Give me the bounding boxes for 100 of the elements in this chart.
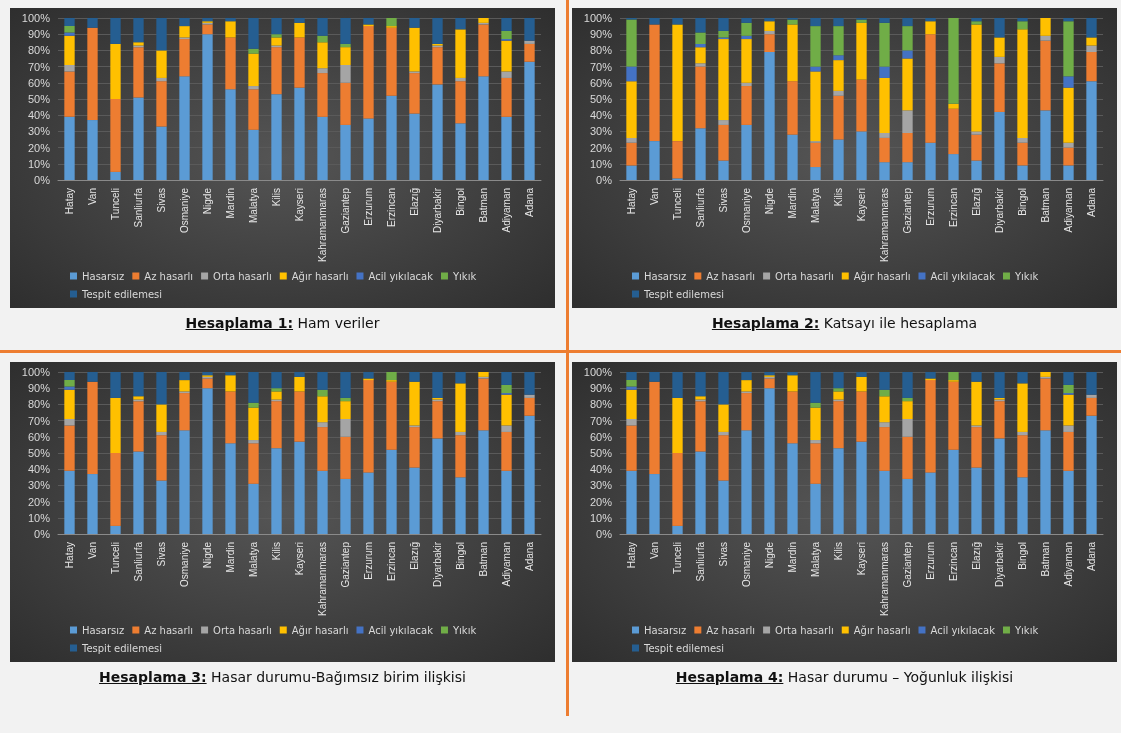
x-tick-label: Kahramanmaras [317,542,328,616]
x-tick-label: Erzurum [925,542,936,580]
y-tick-label: 100% [21,12,51,24]
x-tick-label: Gaziantep [340,541,351,588]
x-tick-label: Van [87,542,98,560]
y-tick-label: 20% [589,495,613,508]
legend-label: Yıkık [1013,624,1039,636]
x-tick-label: Sivas [156,188,167,213]
legend-label: Tespit edilemesi [81,288,163,300]
x-tick-label: Mardin [225,542,236,573]
x-tick-label: Bingol [455,188,466,216]
x-tick-label: Osmaniye [741,187,752,234]
y-tick-label: 70% [589,60,613,73]
y-tick-label: 10% [27,511,51,524]
y-tick-label: 90% [27,28,51,41]
x-tick-label: Elazığ [409,542,420,570]
x-tick-label: Osmaniye [741,541,752,588]
x-tick-label: Adiyaman [501,188,512,233]
x-tick-label: Adana [524,187,535,217]
x-tick-label: Malatya [248,187,259,224]
y-tick-label: 90% [589,28,613,41]
legend-label: Yıkık [1013,270,1039,282]
legend-label: Acil yıkılacak [930,270,996,282]
legend-label: Ağır hasarlı [291,624,349,636]
x-tick-label: Mardin [225,188,236,219]
x-tick-label: Kayseri [294,542,305,576]
legend-label: Az hasarlı [144,270,194,282]
x-tick-label: Van [649,542,660,560]
x-tick-label: Gaziantep [340,187,351,234]
x-tick-label: Sivas [718,542,729,567]
x-tick-label: Tunceli [672,542,683,574]
x-tick-label: Sivas [156,542,167,567]
x-tick-label: Kilis [271,542,282,561]
legend-label: Hasarsız [644,624,687,636]
text: Hesaplama 1: Ham veriler [184,314,381,333]
legend-label: Az hasarlı [144,624,194,636]
y-tick-label: 100% [21,366,51,378]
x-tick-label: Hatay [64,188,75,215]
y-tick-label: 60% [589,430,613,443]
legend-label: Orta hasarlı [213,624,272,636]
legend-label: Ağır hasarlı [853,270,911,282]
legend-label: Hasarsız [644,270,687,282]
legend-label: Orta hasarlı [775,624,834,636]
x-tick-label: Hatay [626,188,637,215]
y-tick-label: 10% [589,157,613,170]
x-tick-label: Sanliurfa [695,541,706,582]
legend-label: Az hasarlı [706,270,756,282]
x-tick-label: Adana [1086,187,1097,217]
x-tick-label: Erzurum [925,188,936,226]
x-tick-label: Batman [478,542,489,577]
legend-label: Tespit edilemesi [643,642,725,654]
y-tick-label: 70% [27,60,51,73]
y-tick-label: 100% [583,366,613,378]
y-tick-label: 0% [596,528,613,540]
y-tick-label: 50% [27,93,51,105]
y-tick-label: 80% [589,44,613,57]
x-tick-label: Adana [1086,541,1097,571]
x-tick-label: Kilis [833,542,844,561]
x-tick-label: Tunceli [110,188,121,220]
text: Hesaplama 4: Hasar durumu – Yoğunluk ilişkisi [674,668,1015,687]
x-tick-label: Adiyaman [1063,542,1074,587]
x-tick-label: Erzincan [948,542,959,581]
y-tick-label: 10% [27,157,51,170]
x-tick-label: Kahramanmaras [879,188,890,262]
y-tick-label: 0% [596,174,613,186]
y-tick-label: 80% [27,44,51,57]
x-tick-label: Nigde [202,187,213,215]
legend-label: Acil yıkılacak [368,270,434,282]
legend-label: Ağır hasarlı [291,270,349,282]
x-tick-label: Mardin [787,188,798,219]
x-tick-label: Osmaniye [179,187,190,234]
legend-label: Yıkık [451,624,477,636]
x-tick-label: Malatya [248,541,259,578]
x-tick-label: Van [649,188,660,206]
x-tick-label: Sanliurfa [133,541,144,582]
x-tick-label: Kayseri [856,188,867,222]
x-tick-label: Nigde [202,541,213,569]
x-tick-label: Erzincan [948,188,959,227]
legend-label: Orta hasarlı [775,270,834,282]
legend-label: Tespit edilemesi [643,288,725,300]
x-tick-label: Batman [478,188,489,223]
legend-label: Az hasarlı [706,624,756,636]
x-tick-label: Bingol [1017,188,1028,216]
x-tick-label: Elazığ [971,188,982,216]
x-tick-label: Erzurum [363,188,374,226]
legend-label: Ağır hasarlı [853,624,911,636]
x-tick-label: Kayseri [856,542,867,576]
y-tick-label: 0% [34,528,51,540]
x-tick-label: Kayseri [294,188,305,222]
y-tick-label: 30% [27,479,51,492]
x-tick-label: Adiyaman [501,542,512,587]
y-tick-label: 40% [27,463,51,476]
x-tick-label: Gaziantep [902,541,913,588]
x-tick-label: Diyarbakir [432,541,443,588]
text: Hesaplama 3: Hasar durumu-Bağımsız birim ilişkisi [98,668,467,687]
legend-label: Acil yıkılacak [930,624,996,636]
legend-label: Hasarsız [82,270,125,282]
legend-label: Tespit edilemesi [81,642,163,654]
y-tick-label: 30% [27,125,51,138]
y-tick-label: 80% [27,398,51,411]
